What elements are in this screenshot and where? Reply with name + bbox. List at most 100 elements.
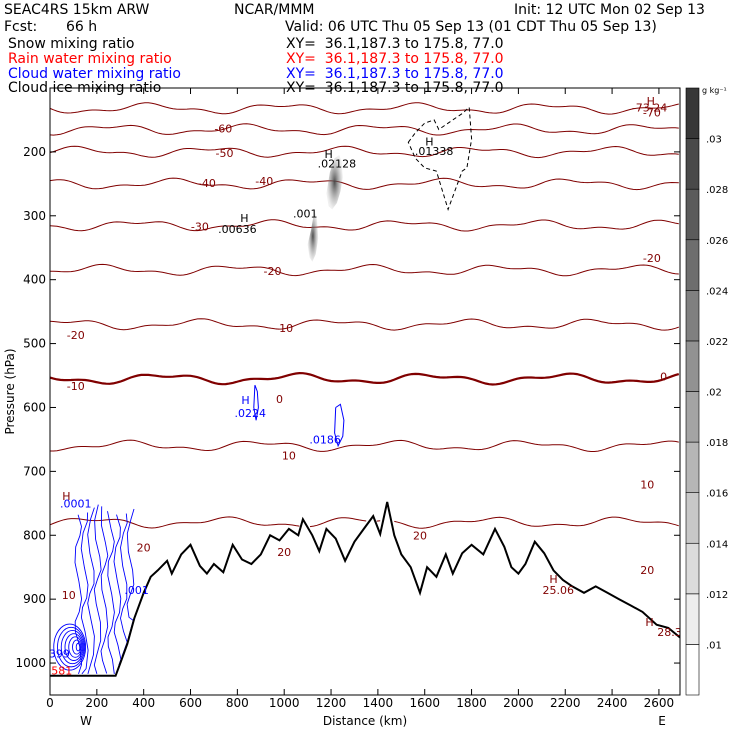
colorbar-tick-label: .024 xyxy=(706,286,728,297)
y-tick-label: 700 xyxy=(23,464,46,478)
plot-area: -70 -60 -50 -40 -40 -30 -20 -20 -20 -10 -10 0 0 10 10 1… xyxy=(49,95,689,677)
colorbar-tick-label: .01 xyxy=(706,640,722,651)
field-xy-cloud-water: XY= 36.1,187.3 to 175.8, 77.0 xyxy=(286,66,504,82)
colorbar-tick-label: .014 xyxy=(706,539,728,550)
plot-frame xyxy=(49,87,681,696)
x-tick-label: 2400 xyxy=(597,696,628,710)
fcst-label: Fcst: xyxy=(4,19,38,35)
y-tick-label: 800 xyxy=(23,528,46,542)
contour-label: 10 xyxy=(282,450,296,463)
cloud-water-contour-0 xyxy=(253,384,259,421)
cloud-water-basin-contour-0 xyxy=(75,642,81,652)
maximum-value-label: .0001 xyxy=(60,498,92,511)
cloud-water-basin-contour-5 xyxy=(57,626,86,668)
field-name-cloud-water: Cloud water mixing ratio xyxy=(8,66,181,82)
x-tick-label: 2000 xyxy=(503,696,534,710)
cloud-water-basin-contour-3 xyxy=(64,633,84,661)
x-tick-label: 600 xyxy=(179,696,202,710)
field-xy-rain: XY= 36.1,187.3 to 175.8, 77.0 xyxy=(286,51,504,67)
colorbar-segment xyxy=(685,340,700,392)
x-axis-label: Distance (km) xyxy=(323,714,407,728)
maximum-value-label: 28.37 xyxy=(657,626,689,639)
contour-label: -50 xyxy=(215,147,233,160)
cloud-water-slope-contour-6 xyxy=(113,514,122,666)
isotherm-0 xyxy=(50,371,680,386)
colorbar-tick-label: .028 xyxy=(706,185,728,196)
contour-label: -60 xyxy=(214,123,232,136)
field-name-snow: Snow mixing ratio xyxy=(8,36,135,52)
x-tick-label: 2200 xyxy=(550,696,581,710)
maximum-value-label: .02128 xyxy=(318,158,357,171)
cloud-water-contour-1 xyxy=(334,403,345,448)
colorbar-tick-label: .03 xyxy=(706,135,722,146)
contour-label: -40 xyxy=(198,177,216,190)
x-tick-label: 1200 xyxy=(316,696,347,710)
colorbar-segment xyxy=(685,391,700,443)
maximum-value-label: 399 xyxy=(49,648,70,661)
cloud-water-slope-contour-4 xyxy=(100,506,109,674)
init-time: Init: 12 UTC Mon 02 Sep 13 xyxy=(514,2,705,18)
isotherm-20 xyxy=(50,516,679,529)
cloud-water-slope-contour-2 xyxy=(87,507,95,675)
contour-label: 20 xyxy=(413,530,427,543)
valid-time: Valid: 06 UTC Thu 05 Sep 13 (01 CDT Thu … xyxy=(285,19,657,35)
maximum-value-label: .0186 xyxy=(309,434,341,447)
colorbar-segment xyxy=(685,644,700,696)
contour-label: -20 xyxy=(67,329,85,342)
contour-label: 20 xyxy=(277,546,291,559)
maximum-value-label: .01338 xyxy=(415,145,454,158)
snow-region-0 xyxy=(326,155,343,210)
maximum-marker: H xyxy=(240,212,248,225)
colorbar: .01 .012 .014 .016 .018 .02 .022 .024 .026 .028 .0… xyxy=(685,86,728,696)
y-axis-label: Pressure (hPa) xyxy=(3,348,17,434)
isotherm-10 xyxy=(50,439,679,452)
maximum-marker: H xyxy=(325,148,333,161)
x-tick-label: 800 xyxy=(226,696,249,710)
colorbar-tick-label: .022 xyxy=(706,337,728,348)
maximum-value-label: .0224 xyxy=(234,407,266,420)
x-tick-label: 1400 xyxy=(363,696,394,710)
y-tick-label: 1000 xyxy=(15,656,46,670)
isotherm--40 xyxy=(50,177,679,191)
isotherm--30 xyxy=(50,219,679,232)
maximum-marker: H xyxy=(425,135,433,148)
maximum-value-label: .001 xyxy=(293,208,318,221)
x-tick-label: 0 xyxy=(46,696,54,710)
center-label: NCAR/MMM xyxy=(234,2,315,18)
maximum-value-label: .00636 xyxy=(218,223,257,236)
axes: 0 200 400 600 800 1000 1200 1400 1600 1800 2000 220… xyxy=(3,87,681,728)
isotherm--20 xyxy=(50,263,679,277)
colorbar-tick-label: .018 xyxy=(706,438,728,449)
end-label-west: W xyxy=(80,714,92,728)
maximum-value-label: 581 xyxy=(51,664,72,677)
colorbar-segment xyxy=(685,87,700,139)
maximum-marker: H xyxy=(241,394,249,407)
x-tick-label: 1000 xyxy=(269,696,300,710)
isotherm--70 xyxy=(50,102,679,115)
cloud-water-basin-contour-1 xyxy=(72,639,82,655)
terrain-line xyxy=(50,501,680,677)
contour-label: -20 xyxy=(643,252,661,265)
y-tick-label: 600 xyxy=(23,400,46,414)
maximum-value-label: -73.24 xyxy=(632,101,667,114)
cloud-water-basin-contour-2 xyxy=(68,636,83,658)
isotherm--60 xyxy=(50,123,679,136)
x-tick-label: 1600 xyxy=(409,696,440,710)
y-tick-label: 900 xyxy=(23,592,46,606)
colorbar-segment xyxy=(685,239,700,291)
contour-label: 0 xyxy=(660,370,667,383)
isotherm--10 xyxy=(50,318,679,331)
colorbar-tick-label: .012 xyxy=(706,590,728,601)
field-name-rain: Rain water mixing ratio xyxy=(8,51,172,67)
colorbar-unit: g kg⁻¹ xyxy=(702,86,727,95)
contour-label: 0 xyxy=(276,393,283,406)
colorbar-tick-label: .02 xyxy=(706,388,722,399)
end-label-east: E xyxy=(658,714,666,728)
cloud-ice-contour-0 xyxy=(407,106,473,211)
y-tick-label: 500 xyxy=(23,337,46,351)
colorbar-segment xyxy=(685,542,700,595)
y-tick-label: 200 xyxy=(23,145,46,159)
maximum-marker: H xyxy=(549,573,557,586)
x-tick-label: 400 xyxy=(132,696,155,710)
